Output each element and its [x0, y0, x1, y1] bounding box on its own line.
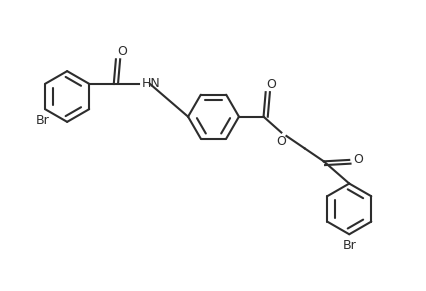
Text: O: O	[353, 153, 363, 166]
Text: Br: Br	[342, 239, 355, 252]
Text: O: O	[266, 78, 276, 91]
Text: Br: Br	[36, 114, 50, 127]
Text: O: O	[117, 45, 127, 58]
Text: O: O	[276, 135, 285, 148]
Text: HN: HN	[141, 77, 160, 90]
